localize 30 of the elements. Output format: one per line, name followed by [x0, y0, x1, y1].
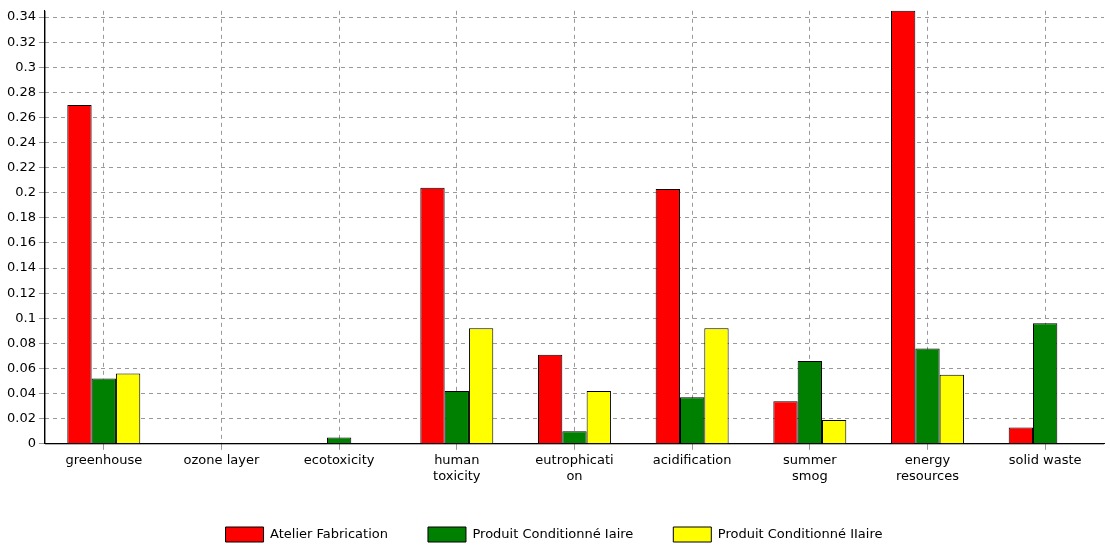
y-tick-label: 0.14: [6, 259, 36, 275]
y-tick-label: 0.34: [6, 8, 36, 24]
y-tick-label: 0.28: [6, 83, 36, 99]
y-tick-label: 0.22: [6, 159, 36, 175]
x-tick-label: acidification: [652, 451, 732, 467]
y-tick-label: 0.26: [6, 108, 36, 124]
x-tick-label: ozone layer: [183, 451, 260, 467]
y-tick-label: 0.16: [6, 234, 36, 250]
y-tick-label: 0.18: [6, 209, 36, 225]
legend-label: Produit Conditionné IIaire: [717, 525, 883, 541]
y-tick-label: 0.02: [6, 410, 36, 426]
y-tick-label: 0: [27, 435, 36, 451]
y-tick-label: 0.24: [6, 133, 36, 149]
y-tick-label: 0.3: [15, 58, 36, 74]
y-tick-label: 0.2: [15, 184, 36, 200]
x-tick-label: human toxicity: [433, 451, 481, 483]
y-tick-label: 0.32: [6, 33, 36, 49]
y-tick-label: 0.08: [6, 334, 36, 350]
x-tick-label: summer smog: [782, 451, 838, 483]
legend-label: Atelier Fabrication: [270, 525, 388, 541]
legend-label: Produit Conditionné Iaire: [472, 525, 634, 541]
x-tick-label: energy resources: [895, 451, 960, 483]
y-tick-label: 0.04: [6, 384, 36, 400]
y-tick-label: 0.06: [6, 359, 36, 375]
y-tick-label: 0.12: [6, 284, 36, 300]
x-tick-label: greenhouse: [65, 451, 143, 467]
x-tick-label: solid waste: [1008, 451, 1082, 467]
y-tick-label: 0.1: [15, 309, 36, 325]
x-tick-label: eutrophicati on: [535, 451, 614, 483]
x-tick-label: ecotoxicity: [303, 451, 375, 467]
